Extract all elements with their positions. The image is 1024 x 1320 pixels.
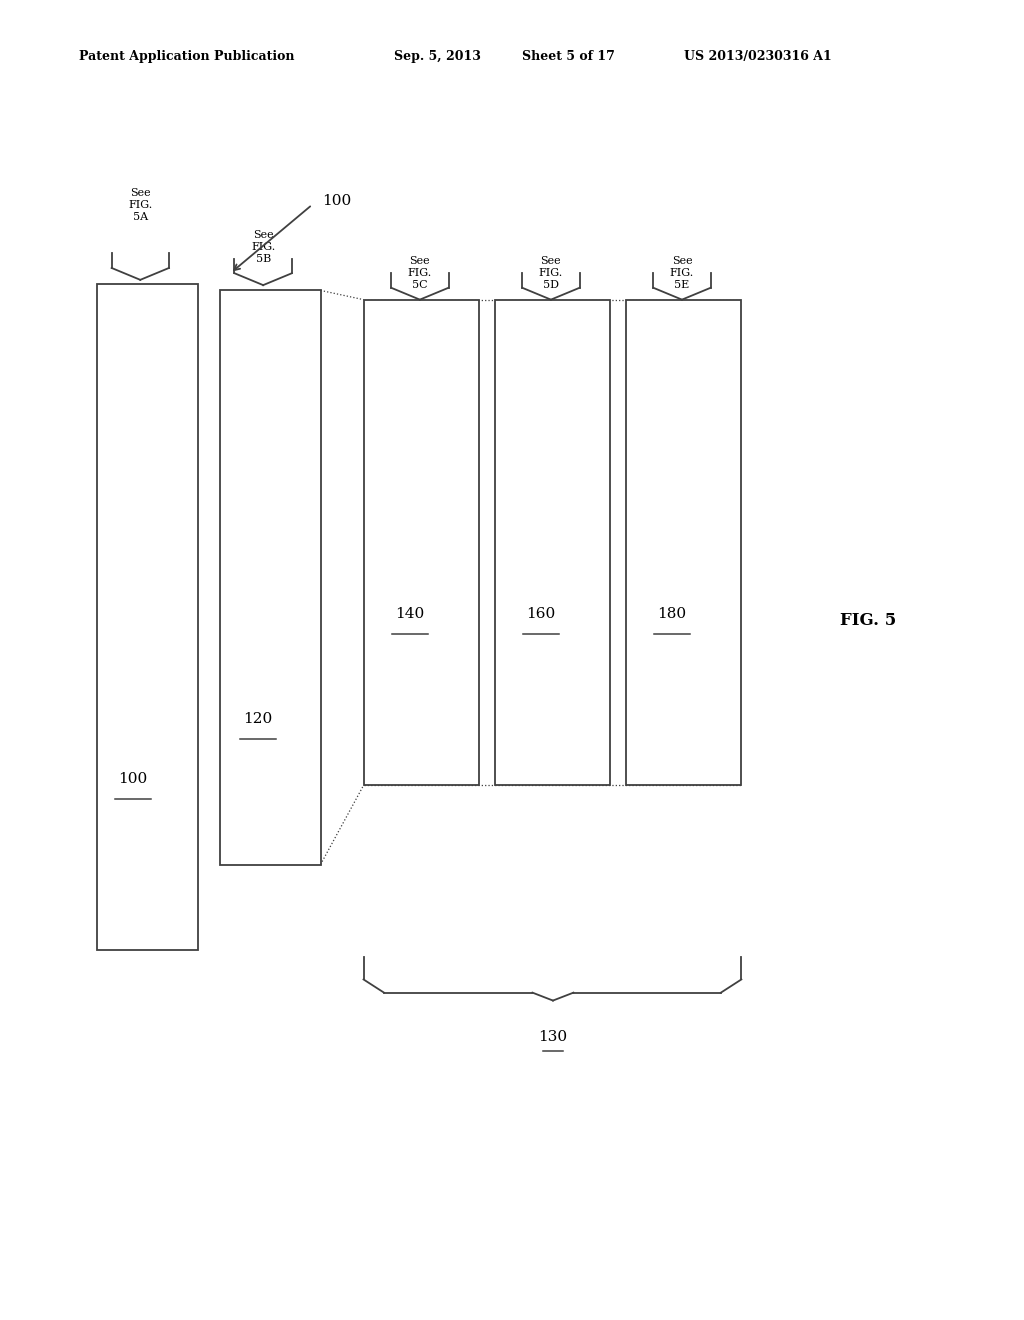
Text: US 2013/0230316 A1: US 2013/0230316 A1: [684, 50, 831, 63]
Text: See
FIG.
5B: See FIG. 5B: [251, 230, 275, 264]
Text: 160: 160: [526, 607, 555, 620]
Text: 140: 140: [395, 607, 424, 620]
Bar: [97, 284, 198, 950]
Bar: [626, 300, 741, 785]
Text: Sheet 5 of 17: Sheet 5 of 17: [522, 50, 615, 63]
Text: See
FIG.
5E: See FIG. 5E: [670, 256, 694, 290]
Text: 100: 100: [119, 772, 147, 785]
Bar: [220, 290, 321, 865]
Text: 120: 120: [244, 713, 272, 726]
Text: See
FIG.
5A: See FIG. 5A: [128, 187, 153, 222]
Text: FIG. 5: FIG. 5: [840, 612, 896, 628]
Text: 180: 180: [657, 607, 686, 620]
Text: 100: 100: [323, 194, 352, 207]
Text: See
FIG.
5D: See FIG. 5D: [539, 256, 563, 290]
Text: See
FIG.
5C: See FIG. 5C: [408, 256, 432, 290]
Text: Sep. 5, 2013: Sep. 5, 2013: [394, 50, 481, 63]
Text: Patent Application Publication: Patent Application Publication: [79, 50, 294, 63]
Bar: [495, 300, 610, 785]
Bar: [364, 300, 479, 785]
Text: 130: 130: [539, 1030, 567, 1044]
